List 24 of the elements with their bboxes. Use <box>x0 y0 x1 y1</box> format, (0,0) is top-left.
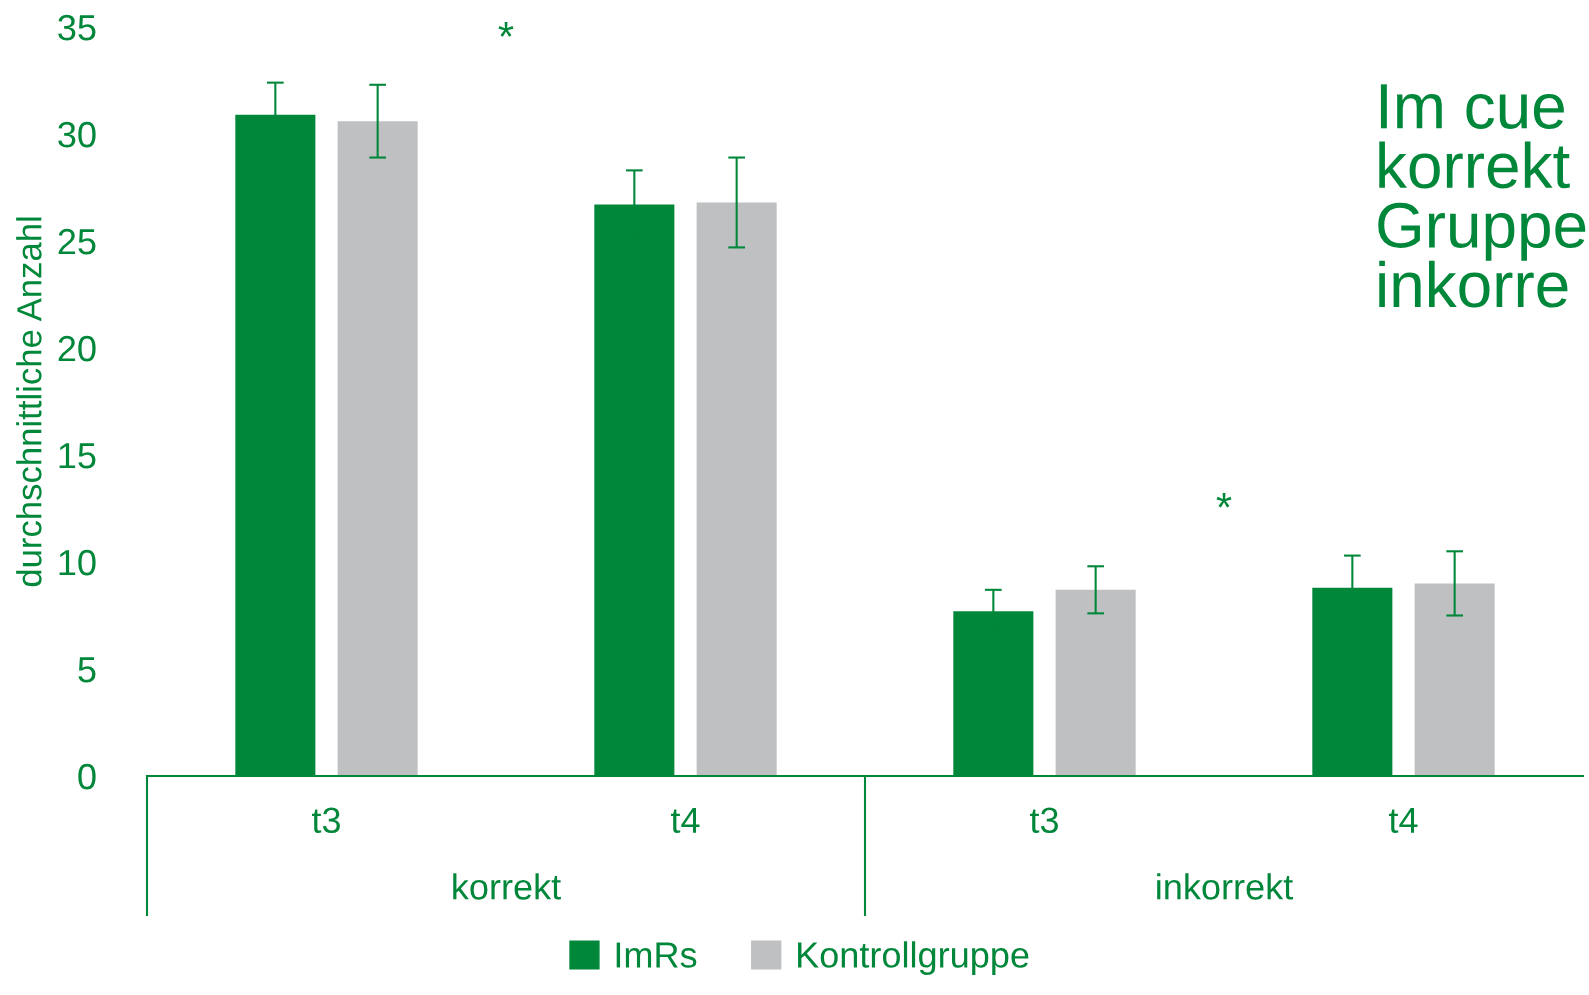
y-tick-label: 35 <box>58 14 96 41</box>
x-tick-label: t3 <box>1029 807 1058 834</box>
text: korrekt <box>453 873 561 900</box>
y-tick-label: 15 <box>59 443 96 469</box>
legend-label: ImRs <box>616 942 697 968</box>
x-tick-label: t3 <box>311 807 340 834</box>
annotation: * <box>1216 492 1232 508</box>
y-tick-label: 5 <box>78 657 96 683</box>
legend-label: Kontrollgruppe <box>798 941 1029 975</box>
bar <box>1414 583 1495 776</box>
annotation: Im cue korrekt Gruppe inkorre <box>1378 84 1586 308</box>
annotation: * <box>498 22 514 37</box>
y-tick-label: 0 <box>78 763 96 790</box>
y-tick-label: 30 <box>58 121 96 148</box>
bar <box>337 121 418 776</box>
y-tick-label: 10 <box>59 549 96 576</box>
x-tick-label: t4 <box>1388 807 1418 834</box>
y-tick-label: 25 <box>58 228 96 255</box>
y-axis-title: durchschnittliche Anzahl <box>16 217 42 587</box>
text: inkorrekt <box>1157 873 1293 900</box>
bar <box>696 202 777 776</box>
x-tick-label: t4 <box>670 807 700 834</box>
y-tick-label: 20 <box>58 335 96 362</box>
bar <box>1055 589 1136 776</box>
